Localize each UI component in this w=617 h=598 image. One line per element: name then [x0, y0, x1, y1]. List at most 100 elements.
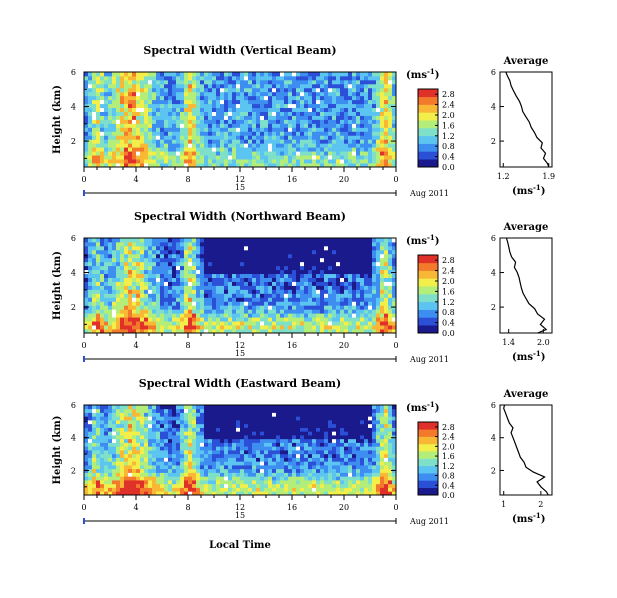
heatmap-cell	[208, 412, 213, 417]
heatmap-cell	[300, 261, 305, 267]
heatmap-cell	[244, 468, 249, 473]
heatmap-cell	[132, 127, 137, 132]
heatmap-cell	[92, 155, 97, 160]
heatmap-cell	[312, 309, 317, 314]
heatmap-cell	[228, 321, 233, 326]
heatmap-cell	[180, 483, 185, 488]
heatmap-cell	[176, 273, 181, 278]
heatmap-cell	[104, 453, 109, 458]
heatmap-cell	[348, 257, 353, 263]
heatmap-cell	[108, 115, 113, 120]
heatmap-cell	[160, 241, 165, 247]
heatmap	[84, 72, 397, 168]
heatmap-cell	[264, 321, 269, 326]
heatmap-cell	[104, 465, 109, 470]
heatmap-cell	[340, 265, 345, 271]
heatmap-cell	[244, 253, 249, 259]
heatmap-cell	[292, 309, 297, 314]
heatmap-cell	[216, 450, 221, 455]
heatmap-cell	[104, 416, 109, 421]
heatmap-cell	[208, 285, 213, 290]
heatmap-cell	[112, 289, 117, 294]
heatmap-cell	[384, 269, 389, 275]
heatmap-cell	[176, 491, 181, 496]
heatmap-cell	[196, 253, 201, 259]
heatmap-cell	[144, 72, 149, 77]
heatmap-cell	[100, 79, 105, 85]
heatmap-cell	[308, 155, 313, 160]
heatmap-cell	[260, 253, 265, 259]
heatmap-cell	[160, 491, 165, 496]
heatmap-cell	[136, 465, 141, 470]
heatmap-cell	[96, 159, 101, 164]
heatmap-cell	[332, 329, 337, 334]
heatmap-cell	[276, 321, 281, 326]
heatmap-cell	[336, 147, 341, 152]
heatmap-cell	[384, 325, 389, 330]
heatmap-cell	[132, 416, 137, 421]
heatmap-cell	[124, 245, 129, 251]
heatmap-cell	[168, 491, 173, 496]
heatmap-cell	[276, 123, 281, 128]
heatmap-cell	[392, 293, 397, 298]
heatmap-cell	[224, 155, 229, 160]
heatmap-cell	[192, 301, 197, 306]
heatmap-cell	[312, 253, 317, 259]
heatmap-cell	[340, 163, 345, 168]
heatmap-cell	[116, 91, 121, 97]
heatmap-cell	[100, 412, 105, 417]
heatmap-cell	[84, 297, 89, 302]
heatmap-cell	[340, 325, 345, 330]
heatmap-cell	[320, 123, 325, 128]
heatmap-cell	[268, 127, 273, 132]
heatmap-cell	[316, 143, 321, 148]
heatmap-cell	[364, 163, 369, 168]
heatmap-cell	[188, 155, 193, 160]
heatmap-cell	[300, 155, 305, 160]
heatmap-cell	[336, 241, 341, 247]
heatmap-cell	[156, 321, 161, 326]
heatmap-cell	[364, 313, 369, 318]
heatmap-cell	[168, 269, 173, 275]
heatmap-cell	[108, 483, 113, 488]
heatmap-cell	[188, 281, 193, 286]
heatmap-cell	[140, 147, 145, 152]
heatmap-cell	[108, 257, 113, 263]
heatmap-cell	[392, 285, 397, 290]
heatmap-cell	[140, 491, 145, 496]
heatmap-cell	[104, 115, 109, 120]
heatmap-cell	[176, 249, 181, 255]
heatmap-cell	[252, 289, 257, 294]
heatmap-cell	[196, 420, 201, 425]
heatmap-cell	[124, 309, 129, 314]
heatmap-cell	[148, 285, 153, 290]
heatmap-cell	[156, 265, 161, 271]
heatmap-cell	[184, 103, 189, 109]
heatmap-cell	[164, 423, 169, 428]
heatmap-cell	[344, 238, 349, 243]
heatmap-cell	[100, 305, 105, 310]
heatmap-cell	[292, 127, 297, 132]
heatmap-cell	[144, 453, 149, 458]
heatmap-cell	[188, 99, 193, 105]
heatmap-cell	[116, 329, 121, 334]
heatmap-cell	[212, 305, 217, 310]
heatmap-cell	[168, 487, 173, 492]
heatmap-cell	[92, 147, 97, 152]
heatmap-cell	[272, 297, 277, 302]
heatmap-cell	[164, 249, 169, 255]
heatmap-cell	[316, 289, 321, 294]
heatmap-cell	[232, 261, 237, 267]
heatmap-cell	[228, 123, 233, 128]
heatmap-cell	[188, 147, 193, 152]
heatmap-cell	[340, 238, 345, 243]
heatmap-cell	[200, 245, 205, 251]
heatmap-cell	[184, 257, 189, 263]
heatmap-cell	[228, 131, 233, 136]
heatmap-cell	[200, 265, 205, 271]
heatmap-cell	[144, 483, 149, 488]
heatmap-cell	[232, 408, 237, 413]
heatmap-cell	[248, 450, 253, 455]
heatmap-cell	[192, 405, 197, 410]
heatmap-cell	[224, 483, 229, 488]
